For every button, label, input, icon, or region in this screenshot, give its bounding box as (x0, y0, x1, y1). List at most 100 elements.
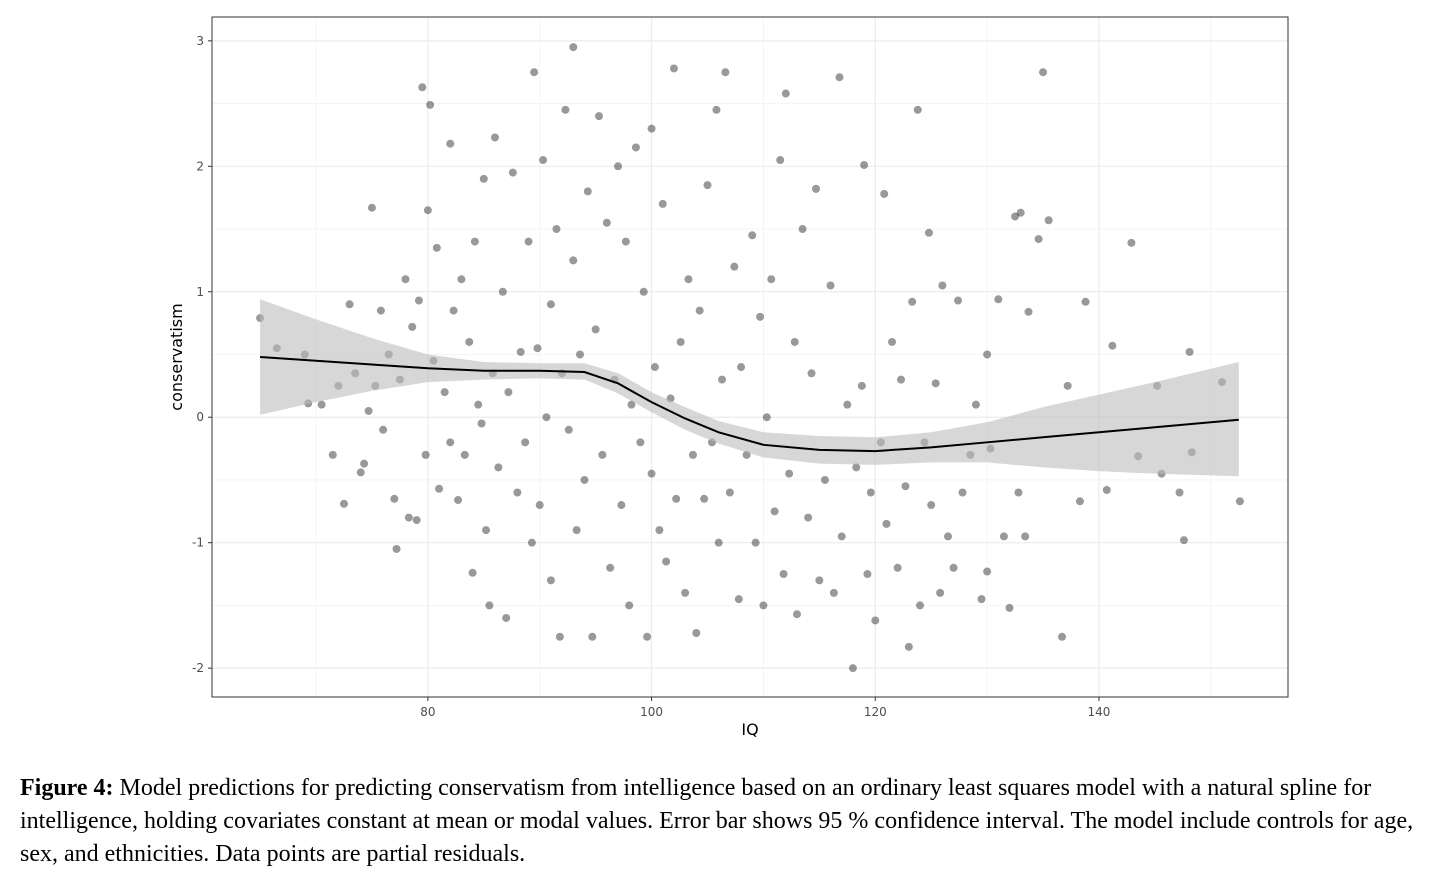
point (748, 231, 757, 240)
y-tick-label: -1 (192, 536, 204, 550)
point (1063, 381, 1072, 390)
point (468, 568, 477, 577)
point (446, 438, 455, 447)
point (971, 400, 980, 409)
point (502, 613, 511, 622)
point (546, 300, 555, 309)
point (533, 344, 542, 353)
point (479, 174, 488, 183)
point (712, 105, 721, 114)
point (893, 563, 902, 572)
point (631, 143, 640, 152)
point (916, 601, 925, 610)
point (655, 526, 664, 535)
point (639, 287, 648, 296)
x-tick-label: 140 (1088, 705, 1111, 719)
point (583, 187, 592, 196)
point (734, 595, 743, 604)
point (681, 588, 690, 597)
fit-line (260, 356, 1239, 453)
point (404, 513, 413, 522)
point (530, 68, 539, 77)
point (798, 225, 807, 234)
point (426, 100, 435, 109)
y-tick-label: 2 (196, 159, 204, 173)
point (392, 544, 401, 553)
point (1016, 208, 1025, 217)
point (676, 337, 685, 346)
point (837, 532, 846, 541)
y-tick-label: 3 (196, 34, 204, 48)
point (575, 350, 584, 359)
point (317, 400, 326, 409)
point (432, 243, 441, 252)
point (454, 496, 463, 505)
caption-text: Model predictions for predicting conserv… (20, 775, 1414, 867)
point (494, 463, 503, 472)
point (983, 567, 992, 576)
point (692, 629, 701, 638)
point (762, 413, 771, 422)
point (866, 488, 875, 497)
point (364, 406, 373, 415)
point (700, 494, 709, 503)
point (1044, 216, 1053, 225)
point (1039, 68, 1048, 77)
point (614, 162, 623, 171)
point (703, 181, 712, 190)
point (779, 570, 788, 579)
point (535, 501, 544, 510)
point (617, 501, 626, 510)
point (546, 576, 555, 585)
point (513, 488, 522, 497)
point (913, 105, 922, 114)
point (770, 507, 779, 516)
point (857, 381, 866, 390)
point (1185, 347, 1194, 356)
point (860, 161, 869, 170)
point (714, 538, 723, 547)
point (756, 312, 765, 321)
point (482, 526, 491, 535)
point (908, 297, 917, 306)
point (688, 450, 697, 459)
point (730, 262, 739, 271)
point (527, 538, 536, 547)
point (807, 369, 816, 378)
point (539, 156, 548, 165)
point (826, 281, 835, 290)
point (684, 275, 693, 284)
point (1179, 536, 1188, 545)
point (977, 595, 986, 604)
point (938, 281, 947, 290)
point (871, 616, 880, 625)
point (904, 642, 913, 651)
point (508, 168, 517, 177)
point (1058, 632, 1067, 641)
point (408, 322, 417, 331)
point (792, 610, 801, 619)
point (564, 425, 573, 434)
point (504, 388, 513, 397)
y-axis-title: conservatism (167, 303, 186, 410)
point (721, 68, 730, 77)
point (820, 475, 829, 484)
y-tick-label: 1 (196, 285, 204, 299)
point (485, 601, 494, 610)
point (418, 83, 427, 92)
y-tick-label: 0 (196, 410, 204, 424)
point (376, 306, 385, 315)
point (843, 400, 852, 409)
point (658, 199, 667, 208)
point (588, 632, 597, 641)
point (572, 526, 581, 535)
point (561, 105, 570, 114)
point (521, 438, 530, 447)
point (606, 563, 615, 572)
point (751, 538, 760, 547)
point (345, 300, 354, 309)
point (759, 601, 768, 610)
point (924, 228, 933, 237)
point (882, 519, 891, 528)
point (650, 363, 659, 372)
